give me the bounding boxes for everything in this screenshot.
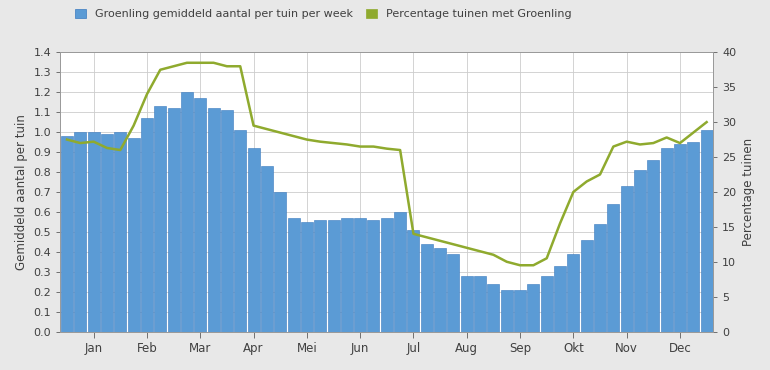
Bar: [301, 222, 313, 332]
Bar: [234, 130, 246, 332]
Bar: [194, 98, 206, 332]
Bar: [567, 254, 579, 332]
Bar: [514, 290, 526, 332]
Bar: [154, 106, 166, 332]
Bar: [114, 132, 126, 332]
Bar: [487, 284, 500, 332]
Bar: [367, 220, 380, 332]
Bar: [61, 136, 73, 332]
Bar: [274, 192, 286, 332]
Bar: [381, 218, 393, 332]
Bar: [608, 204, 619, 332]
Legend: Groenling gemiddeld aantal per tuin per week, Percentage tuinen met Groenling: Groenling gemiddeld aantal per tuin per …: [75, 9, 572, 19]
Bar: [434, 248, 446, 332]
Bar: [527, 284, 540, 332]
Bar: [287, 218, 300, 332]
Bar: [354, 218, 367, 332]
Bar: [447, 254, 460, 332]
Bar: [701, 130, 712, 332]
Bar: [460, 276, 473, 332]
Bar: [500, 290, 513, 332]
Bar: [101, 134, 113, 332]
Bar: [541, 276, 553, 332]
Bar: [75, 132, 86, 332]
Bar: [128, 138, 139, 332]
Bar: [581, 240, 593, 332]
Bar: [420, 244, 433, 332]
Bar: [648, 160, 659, 332]
Bar: [474, 276, 486, 332]
Bar: [674, 144, 686, 332]
Bar: [141, 118, 153, 332]
Bar: [221, 110, 233, 332]
Bar: [314, 220, 326, 332]
Bar: [661, 148, 673, 332]
Bar: [181, 92, 193, 332]
Bar: [621, 186, 633, 332]
Bar: [341, 218, 353, 332]
Bar: [407, 230, 420, 332]
Y-axis label: Percentage tuinen: Percentage tuinen: [742, 138, 755, 246]
Bar: [88, 132, 99, 332]
Bar: [554, 266, 566, 332]
Bar: [327, 220, 340, 332]
Bar: [394, 212, 406, 332]
Bar: [208, 108, 219, 332]
Bar: [261, 166, 273, 332]
Bar: [168, 108, 179, 332]
Bar: [634, 170, 646, 332]
Y-axis label: Gemiddeld aantal per tuin: Gemiddeld aantal per tuin: [15, 114, 28, 270]
Bar: [594, 224, 606, 332]
Bar: [248, 148, 259, 332]
Bar: [688, 142, 699, 332]
